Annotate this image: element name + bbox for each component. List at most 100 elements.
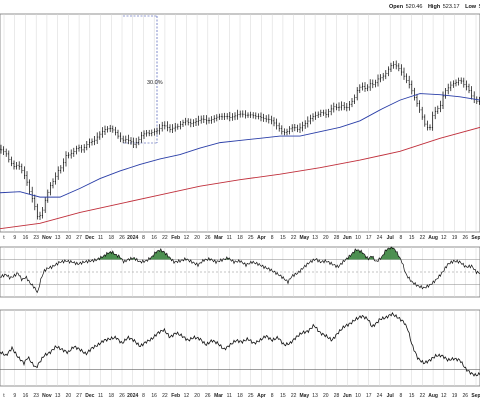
x-tick-label: 23 (33, 393, 39, 399)
x-tick-label: 20 (66, 393, 72, 399)
high-label: High (427, 4, 441, 10)
x-tick-label: 16 (23, 393, 29, 399)
x-tick-label: 26 (462, 393, 468, 399)
x-tick-label: 23 (33, 235, 39, 241)
moving-average-50-line (0, 93, 480, 198)
x-tick-label: 11 (227, 393, 232, 399)
x-tick-label: t (3, 235, 5, 241)
x-tick-label: Jun (343, 393, 352, 399)
x-tick-label: 22 (291, 235, 297, 241)
x-tick-label: Mar (214, 393, 223, 399)
x-tick-label: Sep (471, 393, 480, 399)
x-tick-label: 20 (66, 235, 72, 241)
oscillator-line (0, 246, 480, 294)
x-tick-label: Nov (42, 235, 52, 241)
x-tick-label: 26 (462, 235, 468, 241)
x-tick-label: 18 (108, 235, 114, 241)
x-tick-label: Apr (257, 393, 266, 399)
x-tick-label: 8 (400, 393, 403, 399)
x-tick-label: t (3, 393, 5, 399)
x-tick-label: Feb (171, 393, 180, 399)
x-tick-label: 9 (13, 235, 16, 241)
x-tick-label: 24 (377, 235, 383, 241)
low-value: 527 (479, 4, 480, 10)
x-tick-label: 16 (151, 235, 157, 241)
oscillator-series-group (0, 246, 480, 294)
x-tick-label: Jun (343, 235, 352, 241)
x-tick-label: 26 (119, 393, 125, 399)
x-tick-label: 15 (280, 235, 286, 241)
x-tick-label: 8 (142, 393, 145, 399)
x-tick-label: 18 (108, 393, 114, 399)
x-tick-label: 13 (312, 235, 318, 241)
indicator-2-series-group (0, 311, 480, 377)
indicator-panel-2 (0, 309, 480, 387)
x-tick-label: 27 (76, 393, 82, 399)
x-tick-label: 26 (205, 393, 211, 399)
x-tick-label: Jul (387, 235, 395, 241)
moving-average-200-line (0, 126, 480, 230)
x-tick-label: 24 (377, 393, 383, 399)
x-tick-label: 17 (366, 235, 372, 241)
x-tick-label: Dec (85, 235, 94, 241)
x-tick-label: 12 (441, 235, 447, 241)
overbought-fill (149, 250, 172, 260)
x-tick-label: 11 (98, 393, 103, 399)
x-tick-label: Mar (214, 235, 223, 241)
x-tick-label: 10 (355, 235, 361, 241)
x-tick-label: Nov (42, 393, 52, 399)
x-tick-label: 11 (98, 235, 103, 241)
x-tick-label: Sep (471, 235, 480, 241)
x-tick-label: Aug (428, 235, 438, 241)
x-tick-label: 12 (184, 235, 190, 241)
low-label: Low (465, 4, 477, 10)
x-tick-label: 20 (323, 393, 329, 399)
x-tick-label: 22 (420, 393, 426, 399)
x-tick-label: 2024 (127, 235, 138, 241)
x-tick-label: 25 (248, 393, 254, 399)
x-axis-price: t 9 16 23 Nov 13 20 27 Dec 11 18 26 2024 8 16 22 Feb 12 20… (3, 235, 480, 241)
x-tick-label: 19 (452, 235, 458, 241)
x-tick-label: 20 (323, 235, 329, 241)
x-axis-bottom: t 9 16 23 Nov 13 20 27 Dec 11 18 26 2024 8 16 22 Feb 12 20… (3, 393, 480, 399)
open-value: 520.46 (405, 4, 423, 10)
x-tick-label: 9 (13, 393, 16, 399)
x-tick-label: Feb (171, 235, 180, 241)
oscillator-panel (0, 246, 480, 298)
price-gridlines (3, 14, 477, 232)
x-tick-label: 11 (227, 235, 232, 241)
x-tick-label: 22 (291, 393, 297, 399)
x-tick-label: 26 (205, 235, 211, 241)
x-tick-label: Aug (428, 393, 438, 399)
x-tick-label: 17 (366, 393, 372, 399)
x-tick-label: 20 (194, 393, 200, 399)
x-tick-label: 13 (312, 393, 318, 399)
measure-annotation: 30.0% (123, 15, 163, 144)
indicator-2-line (0, 311, 480, 377)
x-tick-label: 18 (237, 393, 243, 399)
x-tick-label: May (299, 235, 309, 241)
x-tick-label: 25 (248, 235, 254, 241)
x-tick-label: 15 (280, 393, 286, 399)
price-panel: 30.0% (0, 13, 480, 233)
x-tick-label: 16 (151, 393, 157, 399)
x-tick-label: May (299, 393, 309, 399)
x-tick-label: 28 (334, 235, 340, 241)
x-tick-label: Jul (387, 393, 395, 399)
x-tick-label: 13 (55, 235, 61, 241)
x-tick-label: 26 (119, 235, 125, 241)
overbought-fill (380, 247, 401, 260)
high-value: 523.17 (442, 4, 460, 10)
x-tick-label: 8 (400, 235, 403, 241)
x-tick-label: 8 (142, 235, 145, 241)
x-tick-label: 20 (194, 235, 200, 241)
x-tick-label: Apr (257, 235, 266, 241)
x-tick-label: 19 (452, 393, 458, 399)
x-tick-label: 10 (355, 393, 361, 399)
x-tick-label: 28 (334, 393, 340, 399)
measure-percent-label: 30.0% (147, 80, 163, 86)
x-tick-label: 15 (409, 235, 415, 241)
x-tick-label: 22 (420, 235, 426, 241)
x-tick-label: 13 (55, 393, 61, 399)
x-tick-label: 22 (162, 235, 168, 241)
